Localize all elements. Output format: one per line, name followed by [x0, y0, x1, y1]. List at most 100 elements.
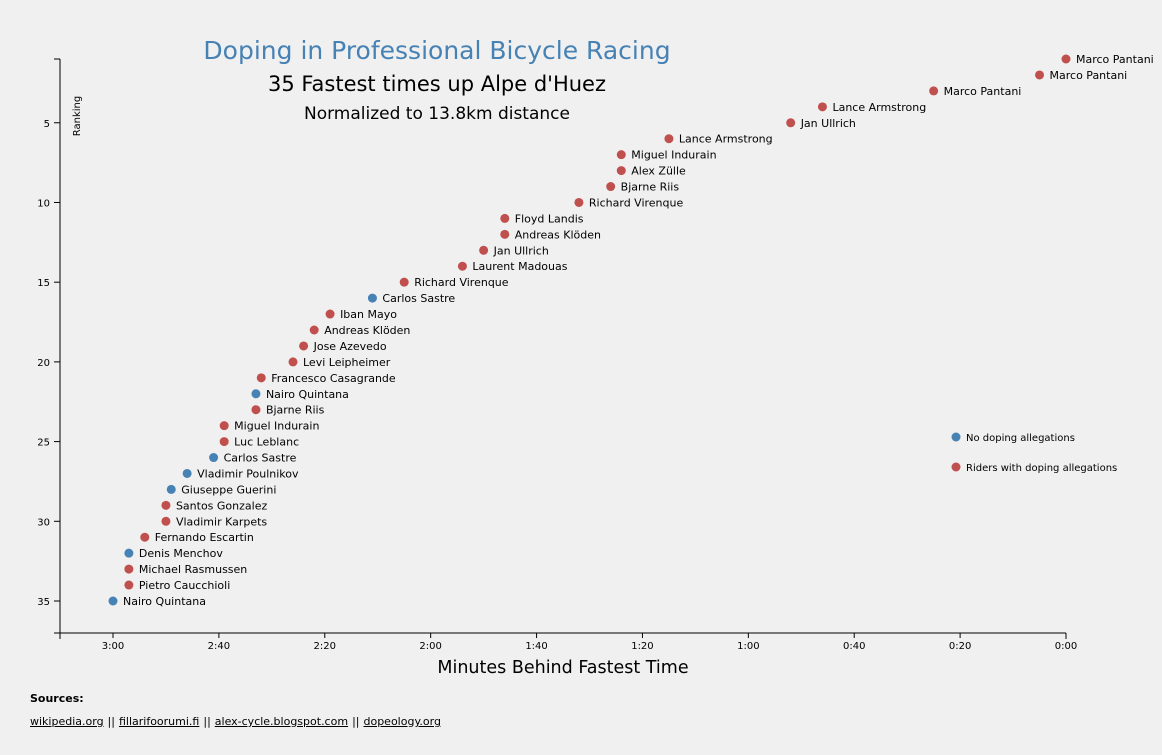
data-points: Marco Pantani Marco Pantani Marco Pantani L…: [108, 53, 1154, 608]
point-label: Nairo Quintana: [266, 388, 349, 401]
data-point[interactable]: [219, 421, 229, 431]
x-axis: [59, 632, 1067, 639]
x-tick-label: 2:00: [419, 641, 441, 652]
y-tick-label: 10: [37, 198, 50, 209]
point-label: Miguel Indurain: [234, 420, 319, 433]
source-link-fillarifoorumi[interactable]: fillarifoorumi.fi: [118, 715, 200, 728]
point-label: Bjarne Riis: [266, 404, 325, 417]
point-label: Alex Zülle: [631, 165, 686, 178]
x-tick-label: 1:00: [737, 641, 759, 652]
data-point[interactable]: [256, 373, 266, 383]
data-point[interactable]: [786, 118, 796, 128]
point-label: Iban Mayo: [340, 308, 397, 321]
point-label: Andreas Klöden: [324, 324, 410, 337]
y-tick-label: 5: [44, 119, 50, 130]
point-label: Floyd Landis: [515, 212, 584, 225]
data-point[interactable]: [500, 229, 510, 239]
point-label: Jose Azevedo: [313, 340, 387, 353]
point-label: Carlos Sastre: [224, 452, 297, 465]
data-point[interactable]: [140, 532, 150, 542]
point-label: Richard Virenque: [414, 276, 509, 289]
x-tick-label: 3:00: [102, 641, 124, 652]
data-point[interactable]: [1035, 70, 1045, 80]
data-point[interactable]: [166, 484, 176, 494]
legend-swatch-clean: [951, 432, 961, 442]
source-link-dopeology[interactable]: dopeology.org: [363, 715, 441, 728]
point-label: Carlos Sastre: [382, 292, 455, 305]
data-point[interactable]: [299, 341, 309, 351]
point-label: Laurent Madouas: [472, 260, 567, 273]
scatter-chart: Doping in Professional Bicycle Racing 35…: [37, 36, 1154, 678]
data-point[interactable]: [161, 516, 171, 526]
data-point[interactable]: [457, 261, 467, 271]
data-point[interactable]: [1061, 54, 1071, 64]
data-point[interactable]: [219, 437, 229, 447]
point-label: Bjarne Riis: [621, 181, 680, 194]
data-point[interactable]: [209, 453, 219, 463]
data-point[interactable]: [161, 500, 171, 510]
data-point[interactable]: [124, 564, 134, 574]
data-point[interactable]: [124, 548, 134, 558]
y-tick-label: 15: [37, 278, 50, 289]
legend-label-clean: No doping allegations: [966, 433, 1075, 444]
x-ticks: 3:00 2:40 2:20 2:00 1:40 1:20 1:00 0:40 0:20 0:00: [102, 633, 1077, 652]
sources-header: Sources:: [30, 692, 84, 705]
point-label: Michael Rasmussen: [139, 563, 247, 576]
point-label: Luc Leblanc: [234, 436, 299, 449]
point-label: Marco Pantani: [1050, 69, 1128, 82]
point-label: Santos Gonzalez: [176, 499, 268, 512]
point-label: Marco Pantani: [944, 85, 1022, 98]
data-point[interactable]: [325, 309, 335, 319]
data-point[interactable]: [574, 197, 584, 207]
y-tick-label: 25: [37, 438, 50, 449]
data-point[interactable]: [929, 86, 939, 96]
data-point[interactable]: [606, 182, 616, 192]
data-point[interactable]: [399, 277, 409, 287]
source-separator: ||: [352, 715, 360, 728]
x-axis-label: Minutes Behind Fastest Time: [437, 658, 688, 678]
data-point[interactable]: [616, 166, 626, 176]
y-tick-label: 30: [37, 517, 50, 528]
point-label: Marco Pantani: [1076, 53, 1154, 66]
x-tick-label: 2:40: [208, 641, 230, 652]
y-tick-label: 35: [37, 597, 50, 608]
data-point[interactable]: [251, 405, 261, 415]
data-point[interactable]: [367, 293, 377, 303]
data-point[interactable]: [108, 596, 118, 606]
data-point[interactable]: [124, 580, 134, 590]
point-label: Jan Ullrich: [493, 244, 549, 257]
chart-title: Doping in Professional Bicycle Racing: [203, 36, 670, 65]
point-label: Lance Armstrong: [679, 133, 773, 146]
x-tick-label: 0:00: [1055, 641, 1077, 652]
point-label: Nairo Quintana: [123, 595, 206, 608]
data-point[interactable]: [309, 325, 319, 335]
source-separator: ||: [203, 715, 211, 728]
point-label: Francesco Casagrande: [271, 372, 396, 385]
point-label: Levi Leipheimer: [303, 356, 391, 369]
source-link-wikipedia[interactable]: wikipedia.org: [30, 715, 104, 728]
point-label: Miguel Indurain: [631, 149, 716, 162]
x-tick-label: 2:20: [314, 641, 336, 652]
data-point[interactable]: [479, 245, 489, 255]
y-axis: [54, 58, 61, 634]
data-point[interactable]: [817, 102, 827, 112]
source-separator: ||: [107, 715, 115, 728]
chart-subtitle: 35 Fastest times up Alpe d'Huez: [268, 72, 606, 96]
point-label: Denis Menchov: [139, 547, 223, 560]
legend: No doping allegations Riders with doping…: [951, 432, 1117, 474]
point-label: Andreas Klöden: [515, 228, 601, 241]
legend-label-doping: Riders with doping allegations: [966, 463, 1117, 474]
data-point[interactable]: [182, 468, 192, 478]
data-point[interactable]: [500, 213, 510, 223]
data-point[interactable]: [664, 134, 674, 144]
point-label: Lance Armstrong: [832, 101, 926, 114]
source-link-alex-cycle[interactable]: alex-cycle.blogspot.com: [214, 715, 349, 728]
point-label: Vladimir Poulnikov: [197, 467, 299, 480]
data-point[interactable]: [288, 357, 298, 367]
x-tick-label: 0:20: [949, 641, 971, 652]
x-tick-label: 1:40: [525, 641, 547, 652]
data-point[interactable]: [251, 389, 261, 399]
x-tick-label: 1:20: [631, 641, 653, 652]
point-label: Jan Ullrich: [800, 117, 856, 130]
data-point[interactable]: [616, 150, 626, 160]
